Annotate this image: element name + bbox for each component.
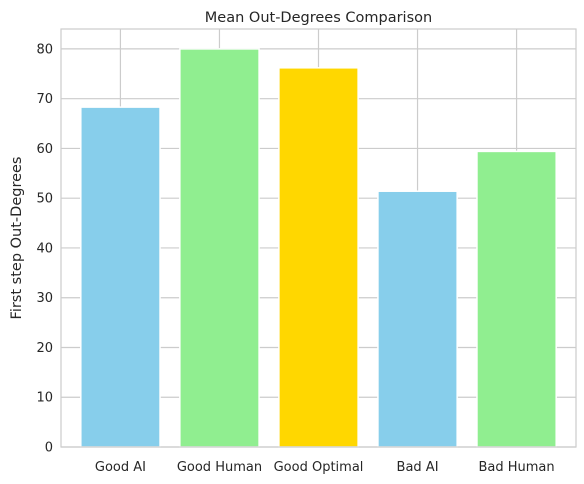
y-tick-label: 50 bbox=[36, 192, 53, 207]
x-tick-label: Good AI bbox=[95, 460, 146, 475]
y-tick-label: 10 bbox=[36, 391, 53, 406]
bar-bad-human bbox=[476, 150, 557, 448]
bar-bad-ai bbox=[377, 190, 458, 448]
chart-title: Mean Out-Degrees Comparison bbox=[205, 10, 432, 26]
x-tick-label: Bad AI bbox=[397, 460, 439, 475]
bars bbox=[80, 48, 557, 448]
x-tick-label: Bad Human bbox=[478, 460, 554, 475]
y-ticks: 0 10 20 30 40 50 60 70 80 bbox=[36, 42, 53, 455]
y-axis-label: First step Out-Degrees bbox=[9, 157, 25, 320]
x-tick-label: Good Optimal bbox=[274, 460, 364, 475]
plot-frame bbox=[60, 28, 577, 448]
x-tick-label: Good Human bbox=[177, 460, 262, 475]
bar-good-optimal bbox=[278, 67, 359, 448]
y-tick-label: 70 bbox=[36, 92, 53, 107]
y-tick-label: 40 bbox=[36, 241, 53, 256]
bar-good-ai bbox=[80, 106, 161, 448]
y-tick-label: 0 bbox=[45, 441, 53, 456]
bar-good-human bbox=[179, 48, 260, 448]
y-tick-label: 60 bbox=[36, 142, 53, 157]
y-tick-label: 30 bbox=[36, 291, 53, 306]
y-tick-label: 80 bbox=[36, 42, 53, 57]
y-tick-label: 20 bbox=[36, 341, 53, 356]
x-ticks: Good AI Good Human Good Optimal Bad AI Bad H… bbox=[95, 460, 555, 475]
